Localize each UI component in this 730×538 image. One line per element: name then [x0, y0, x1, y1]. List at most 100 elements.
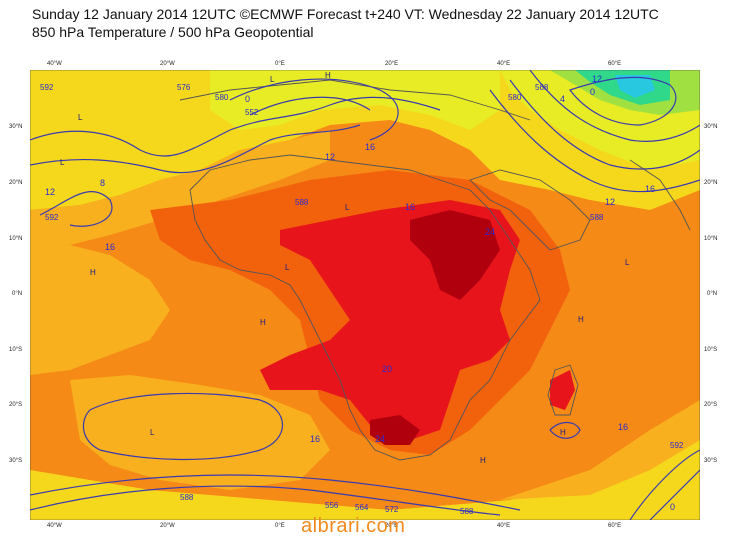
forecast-title: Sunday 12 January 2014 12UTC ©ECMWF Fore… [32, 6, 659, 22]
lat-label-left: 30°N [9, 124, 23, 130]
lon-label-bottom: 20°W [160, 523, 175, 529]
temp-label: 16 [645, 184, 655, 194]
geopotential-labels: 592 592 588 588 588 588 592 552 564 572 … [40, 83, 684, 516]
temp-label: 12 [592, 74, 602, 84]
contour-line [509, 79, 700, 170]
contour-line [549, 421, 581, 439]
pressure-centers: L L L L H H H H H H L L L [60, 71, 630, 465]
temp-label: 4 [560, 94, 565, 104]
contour-line [649, 469, 700, 520]
lon-label-top: 0°E [275, 61, 285, 67]
temperature-zone-mild-southwest [70, 375, 330, 490]
lon-label-top: 40°E [497, 61, 511, 67]
temp-label: 16 [618, 422, 628, 432]
coastline-layer [179, 79, 691, 461]
pressure-high-label: H [578, 315, 584, 324]
pressure-low-label: L [625, 258, 630, 267]
contour-line [30, 124, 361, 174]
coastline-india [629, 159, 691, 231]
lon-label-top: 60°E [608, 61, 622, 67]
geopotential-label: 572 [385, 505, 399, 514]
temperature-zone-mild-west [30, 245, 170, 375]
lat-label-left: 30°S [9, 458, 23, 464]
temp-label: 20 [382, 364, 392, 374]
lon-label-bottom: 0°E [275, 523, 285, 529]
temp-label: 0 [245, 94, 250, 104]
contour-line [229, 78, 399, 141]
contour-line [569, 76, 677, 126]
lat-label-right: 30°N [704, 124, 718, 130]
temp-label: 12 [605, 197, 615, 207]
contour-line [30, 96, 441, 157]
contour-line [529, 70, 700, 142]
pressure-low-label: L [60, 158, 65, 167]
geopotential-label: 580 [215, 93, 229, 102]
temperature-zone-very-hot-south [370, 415, 420, 445]
temp-label: 16 [105, 242, 115, 252]
geopotential-contours [30, 70, 700, 520]
lat-label-right: 30°S [704, 458, 718, 464]
pressure-low-label: L [285, 263, 290, 272]
lat-label-left: 10°S [9, 347, 23, 353]
geopotential-label: 580 [508, 93, 522, 102]
temp-label: 16 [405, 202, 415, 212]
contour-line [629, 449, 700, 520]
temperature-zone-coldest-northeast [615, 75, 655, 98]
lat-label-left: 0°N [12, 291, 23, 297]
lat-label-left: 20°S [9, 402, 23, 408]
lon-label-top: 40°W [47, 61, 62, 67]
lat-label-right: 20°N [704, 180, 718, 186]
temp-label: 24 [485, 227, 495, 237]
contour-line [82, 392, 284, 461]
geopotential-label: 556 [325, 501, 339, 510]
contour-line [30, 485, 501, 516]
lon-label-bottom: 40°W [47, 523, 62, 529]
temp-label: 16 [365, 142, 375, 152]
coastline-europe [179, 79, 531, 121]
coastline-madagascar [547, 364, 579, 416]
temp-label: 8 [100, 178, 105, 188]
pressure-low-label: L [78, 113, 83, 122]
temperature-zone-very-hot-central [410, 210, 500, 300]
pressure-high-label: H [260, 318, 266, 327]
geopotential-label: 588 [180, 493, 194, 502]
geopotential-label: 588 [460, 507, 474, 516]
geopotential-label: 592 [45, 213, 59, 222]
lon-label-top: 20°E [385, 61, 399, 67]
pressure-low-label: L [270, 75, 275, 84]
forecast-map: 24 20 24 16 16 16 12 12 16 16 12 16 8 12… [30, 70, 700, 520]
lon-label-bottom: 20°E [385, 523, 399, 529]
contour-line [249, 96, 371, 116]
pressure-low-label: L [345, 203, 350, 212]
geopotential-label: 564 [355, 503, 369, 512]
geopotential-label: 592 [670, 441, 684, 450]
forecast-subtitle: 850 hPa Temperature / 500 hPa Geopotenti… [32, 24, 314, 40]
pressure-low-label: L [150, 428, 155, 437]
contour-line [39, 190, 113, 227]
lat-label-right: 20°S [704, 402, 718, 408]
lat-label-right: 0°N [707, 291, 718, 297]
temp-label: 0 [670, 502, 675, 512]
temperature-zone-very-hot-madagascar [550, 370, 575, 410]
contour-line [489, 89, 700, 193]
temperature-zone-cool-southeast [500, 400, 700, 500]
temp-label: 12 [45, 187, 55, 197]
lat-label-left: 10°N [9, 236, 23, 242]
geopotential-label: 592 [40, 83, 54, 92]
geopotential-label: 568 [535, 83, 549, 92]
temp-label: 0 [590, 87, 595, 97]
temp-label: 16 [310, 434, 320, 444]
pressure-high-label: H [480, 456, 486, 465]
pressure-high-label: H [560, 428, 566, 437]
geopotential-label: 576 [177, 83, 191, 92]
watermark: albrari.com [301, 515, 406, 537]
temperature-labels: 24 20 24 16 16 16 12 12 16 16 12 16 8 12… [45, 74, 675, 512]
contour-line [30, 474, 521, 511]
coastline-arabia [469, 169, 591, 251]
geopotential-label: 588 [295, 198, 309, 207]
lat-label-left: 20°N [9, 180, 23, 186]
lat-label-right: 10°N [704, 236, 718, 242]
geopotential-label: 588 [590, 213, 604, 222]
lon-label-bottom: 60°E [608, 523, 622, 529]
